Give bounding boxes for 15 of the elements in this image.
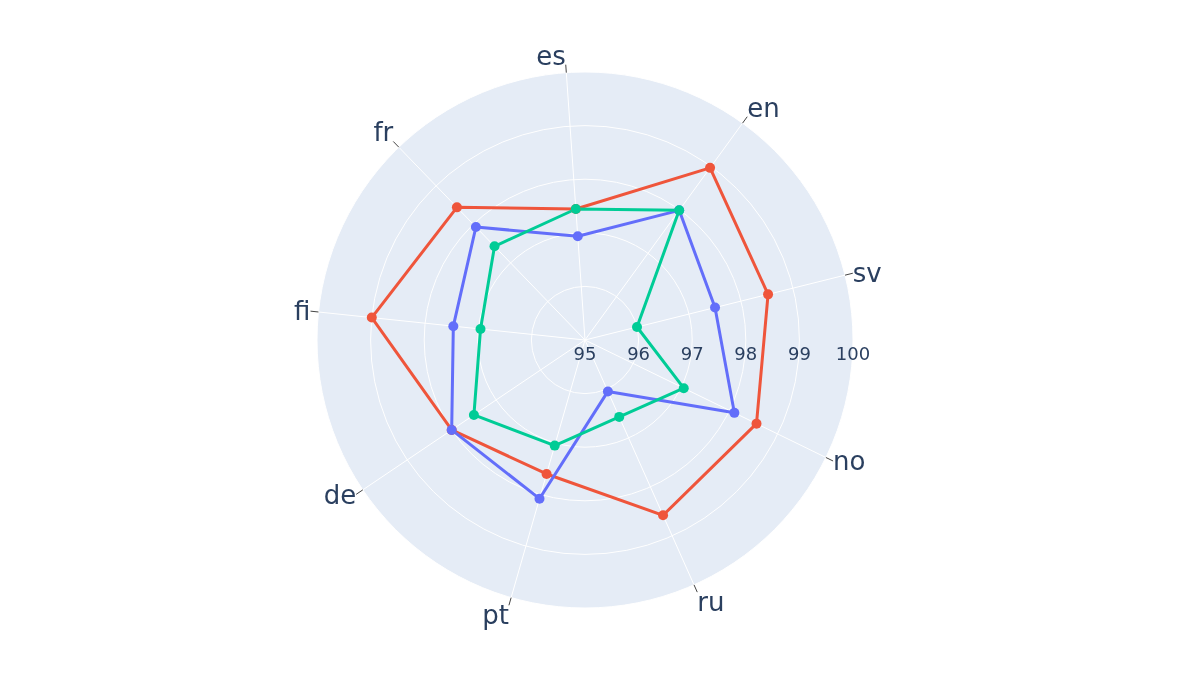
y-tick-label: 97 <box>680 343 704 364</box>
y-tick-label: 99 <box>787 343 811 364</box>
spoke-label: en <box>747 92 780 123</box>
y-tick-label: 95 <box>573 343 597 364</box>
spoke-label: de <box>323 479 357 510</box>
spoke-label: pt <box>482 599 509 630</box>
spoke-label: fi <box>294 296 311 327</box>
y-tick-label: 100 <box>835 343 871 364</box>
y-tick-label: 96 <box>627 343 651 364</box>
spoke-label: fr <box>373 117 394 148</box>
spoke-label: no <box>833 446 866 477</box>
spoke-label: sv <box>852 258 882 289</box>
y-tick-label: 98 <box>734 343 758 364</box>
spoke-label: es <box>536 40 566 71</box>
spoke-label: ru <box>697 586 725 617</box>
